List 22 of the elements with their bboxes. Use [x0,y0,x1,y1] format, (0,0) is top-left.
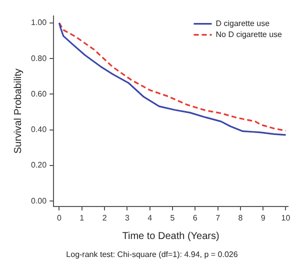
legend-label: No D cigarette use [216,30,283,40]
x-axis-title: Time to Death (Years) [122,230,220,242]
x-tick-label: 6 [192,213,198,222]
x-tick-label: 10 [281,213,291,222]
legend-label: D cigarette use [216,19,270,28]
x-tick-label: 5 [170,213,176,222]
x-tick-label: 8 [238,213,244,222]
y-axis-title: Survival Probability [12,68,24,154]
x-tick-label: 9 [260,213,266,222]
y-tick-label: 0.60 [30,89,48,98]
text: Log-rank test: Chi-square (df=1): 4.94, p = 0.026 [65,250,239,259]
y-tick-label: 1.00 [30,18,48,28]
x-tick-label: 4 [148,213,153,222]
x-tick-label: 3 [124,213,130,222]
x-tick-label: 2 [102,213,108,222]
y-tick-label: 0.80 [30,54,48,63]
x-tick-label: 7 [216,213,221,222]
y-tick-label: 0.20 [30,160,48,170]
y-tick-label: 0.40 [30,125,48,134]
x-tick-label: 0 [57,213,62,222]
x-tick-label: 1 [80,213,85,222]
y-tick-label: 0.00 [30,196,48,206]
